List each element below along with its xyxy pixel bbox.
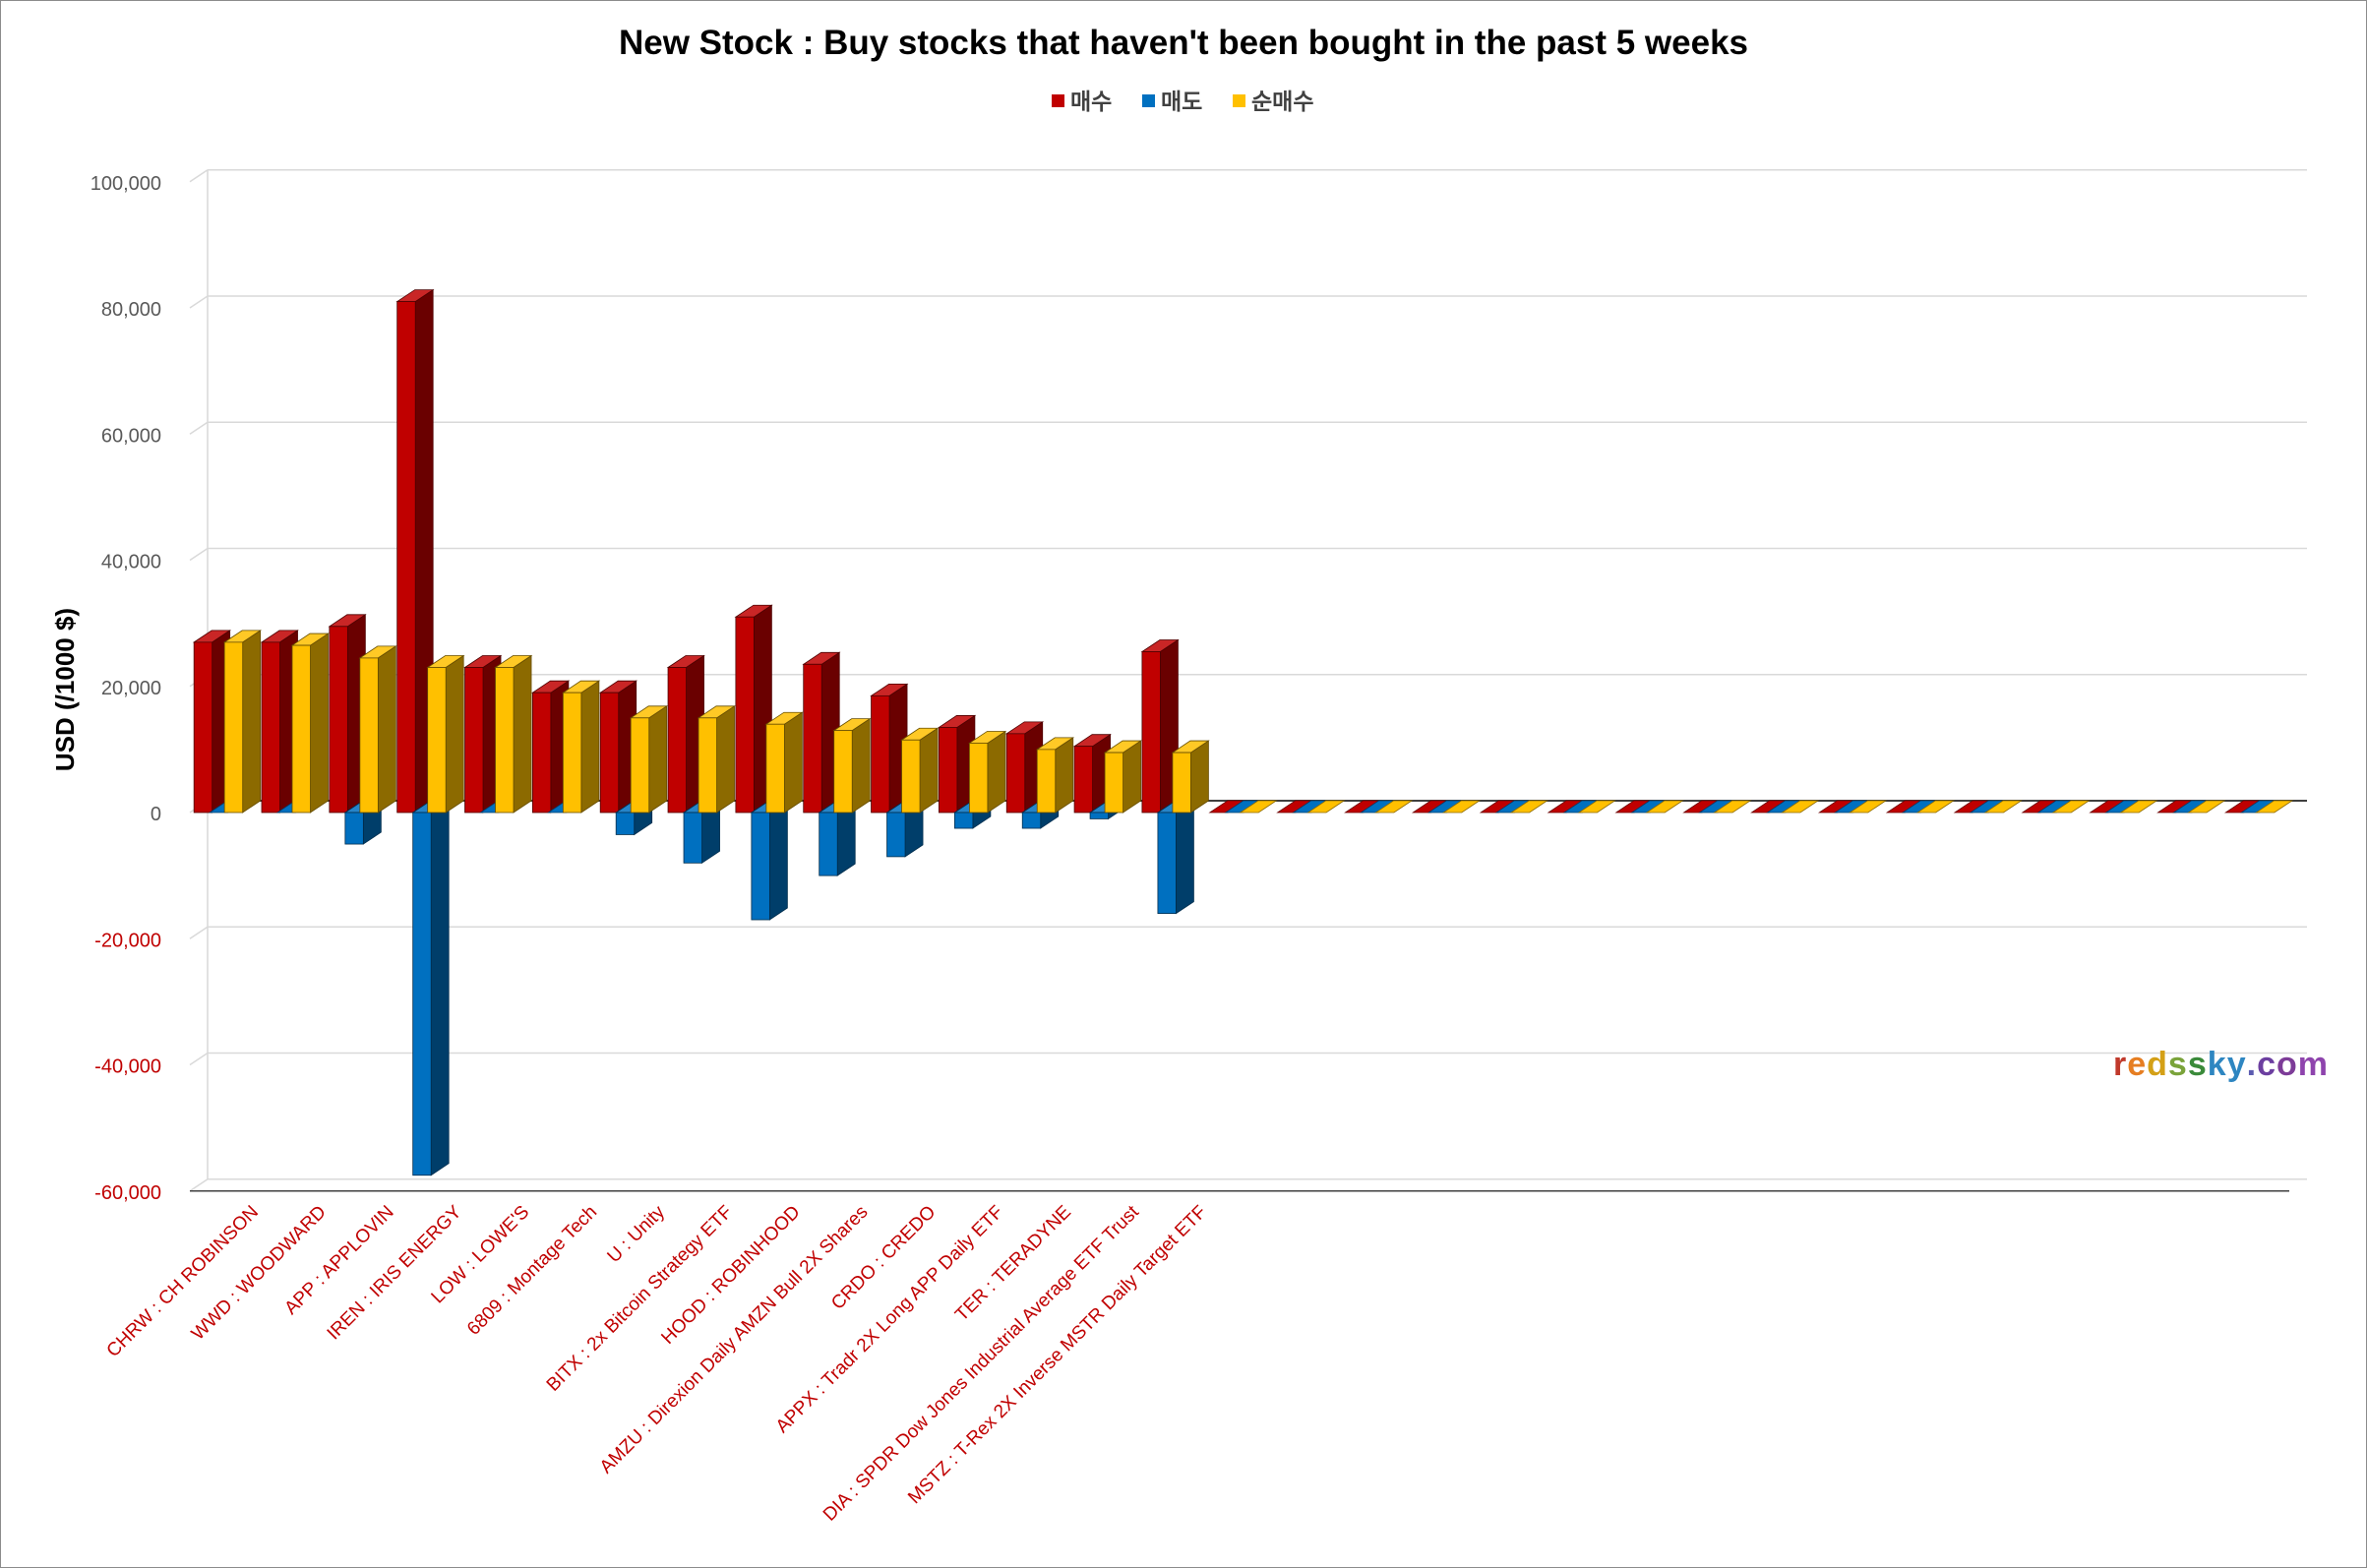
x-tick-label: TER : TERADYNE	[951, 1202, 1075, 1326]
bar	[2119, 800, 2158, 814]
y-tick-label: 0	[151, 804, 161, 825]
y-tick-label: -60,000	[94, 1182, 161, 1204]
y-tick-label: 100,000	[91, 173, 161, 195]
grid-line-depth	[189, 1052, 209, 1066]
bar	[2051, 800, 2091, 814]
watermark-letter: k	[2207, 1046, 2227, 1083]
x-tick-label: HOOD : ROBINHOOD	[657, 1202, 804, 1349]
y-tick-labels: -60,000 -40,000 -20,000 0 20,000 40,000 60,000…	[91, 173, 161, 1204]
bar	[968, 730, 1007, 814]
bar	[1645, 800, 1684, 814]
watermark-letter: s	[2187, 1046, 2208, 1083]
bar	[666, 654, 705, 814]
watermark-letter: s	[2167, 1046, 2188, 1083]
watermark-letter: d	[2147, 1046, 2168, 1083]
bar	[1156, 800, 1195, 915]
bar	[764, 711, 804, 814]
bar	[222, 630, 262, 814]
bar	[1781, 800, 1820, 814]
y-tick-label: 60,000	[101, 425, 161, 447]
x-tick-label: U : Unity	[604, 1201, 670, 1267]
grid-line-depth	[189, 547, 209, 562]
x-tick-label: IREN : IRIS ENERGY	[324, 1201, 466, 1344]
bar	[1848, 800, 1888, 814]
bar	[1441, 800, 1482, 814]
grid-line-depth	[189, 926, 209, 939]
y-axis-label: USD (/1000 $)	[50, 608, 80, 771]
watermark-letter: e	[2127, 1046, 2148, 1083]
watermark-letter: r	[2112, 1046, 2128, 1083]
bar	[2255, 800, 2294, 814]
bar	[2187, 800, 2226, 814]
legend-label: 매도	[1161, 90, 1202, 115]
bar	[1577, 800, 1616, 814]
grid-line-depth	[189, 421, 209, 435]
legend-swatch	[1052, 94, 1064, 107]
y-tick-label: 20,000	[101, 678, 161, 699]
bar	[1374, 800, 1414, 814]
bar	[1171, 740, 1210, 814]
bar	[290, 633, 330, 814]
bar	[629, 705, 669, 814]
bar	[1239, 800, 1278, 814]
legend-swatch	[1233, 94, 1245, 107]
bar	[358, 645, 397, 814]
bar	[1915, 800, 1955, 814]
bar	[750, 800, 789, 921]
bar	[1103, 740, 1142, 814]
bars	[192, 288, 2294, 1176]
x-tick-label: 6809 : Montage Tech	[463, 1202, 601, 1340]
watermark-letter: c	[2257, 1046, 2276, 1083]
watermark-letter: .	[2246, 1046, 2258, 1083]
chart-title: New Stock : Buy stocks that haven't been…	[619, 24, 1748, 62]
y-tick-label: -40,000	[94, 1056, 161, 1078]
watermark-letter: m	[2297, 1046, 2329, 1083]
bar	[697, 705, 736, 814]
bar	[1983, 800, 2023, 814]
grid-line-depth	[189, 169, 209, 183]
bar	[426, 654, 465, 814]
x-tick-label: DIA : SPDR Dow Jones Industrial Average …	[819, 1201, 1143, 1525]
bar	[832, 717, 872, 814]
y-tick-label: -20,000	[94, 930, 161, 951]
bar	[1140, 638, 1180, 814]
bar	[494, 654, 533, 814]
legend-label: 매수	[1070, 90, 1112, 115]
bar	[562, 680, 601, 814]
watermark-letter: y	[2226, 1046, 2247, 1083]
legend-swatch	[1142, 94, 1155, 107]
y-tick-label: 40,000	[101, 552, 161, 573]
bar	[1306, 800, 1346, 814]
bar	[1713, 800, 1752, 814]
grid-line-depth	[189, 295, 209, 309]
bar	[411, 800, 451, 1176]
x-tick-label: WWD : WOODWARD	[188, 1202, 331, 1345]
grid-line-depth	[189, 1178, 209, 1192]
legend: 매수 매도 순매수	[1052, 90, 1313, 115]
bar	[1509, 800, 1548, 814]
y-tick-label: 80,000	[101, 299, 161, 321]
bar	[900, 727, 940, 814]
legend-label: 순매수	[1251, 90, 1313, 115]
bar	[1035, 737, 1075, 814]
watermark-letter: o	[2276, 1046, 2298, 1083]
watermark-logo: redssky.com	[2113, 1046, 2329, 1084]
